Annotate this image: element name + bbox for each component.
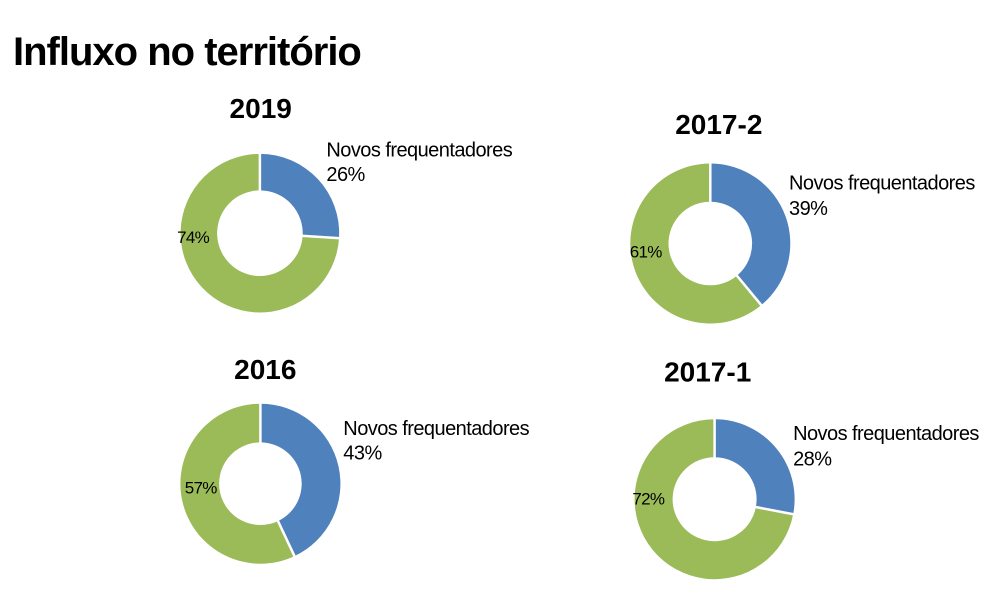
svg-text:Novos frequentadores: Novos frequentadores <box>789 173 975 195</box>
svg-text:74%: 74% <box>177 228 210 247</box>
svg-text:2017-1: 2017-1 <box>664 357 751 388</box>
svg-text:Novos frequentadores: Novos frequentadores <box>343 418 529 440</box>
svg-text:61%: 61% <box>630 242 663 261</box>
svg-text:2016: 2016 <box>234 354 296 385</box>
svg-text:2017-2: 2017-2 <box>675 109 762 140</box>
svg-text:39%: 39% <box>789 198 828 220</box>
svg-text:2019: 2019 <box>230 93 292 124</box>
svg-text:Influxo no território: Influxo no território <box>13 30 361 74</box>
svg-text:57%: 57% <box>185 479 218 498</box>
svg-text:43%: 43% <box>343 443 382 465</box>
svg-text:26%: 26% <box>326 164 365 186</box>
svg-text:Novos frequentadores: Novos frequentadores <box>793 423 979 445</box>
svg-text:72%: 72% <box>632 489 665 508</box>
svg-text:28%: 28% <box>793 449 832 471</box>
svg-text:Novos frequentadores: Novos frequentadores <box>326 140 512 162</box>
